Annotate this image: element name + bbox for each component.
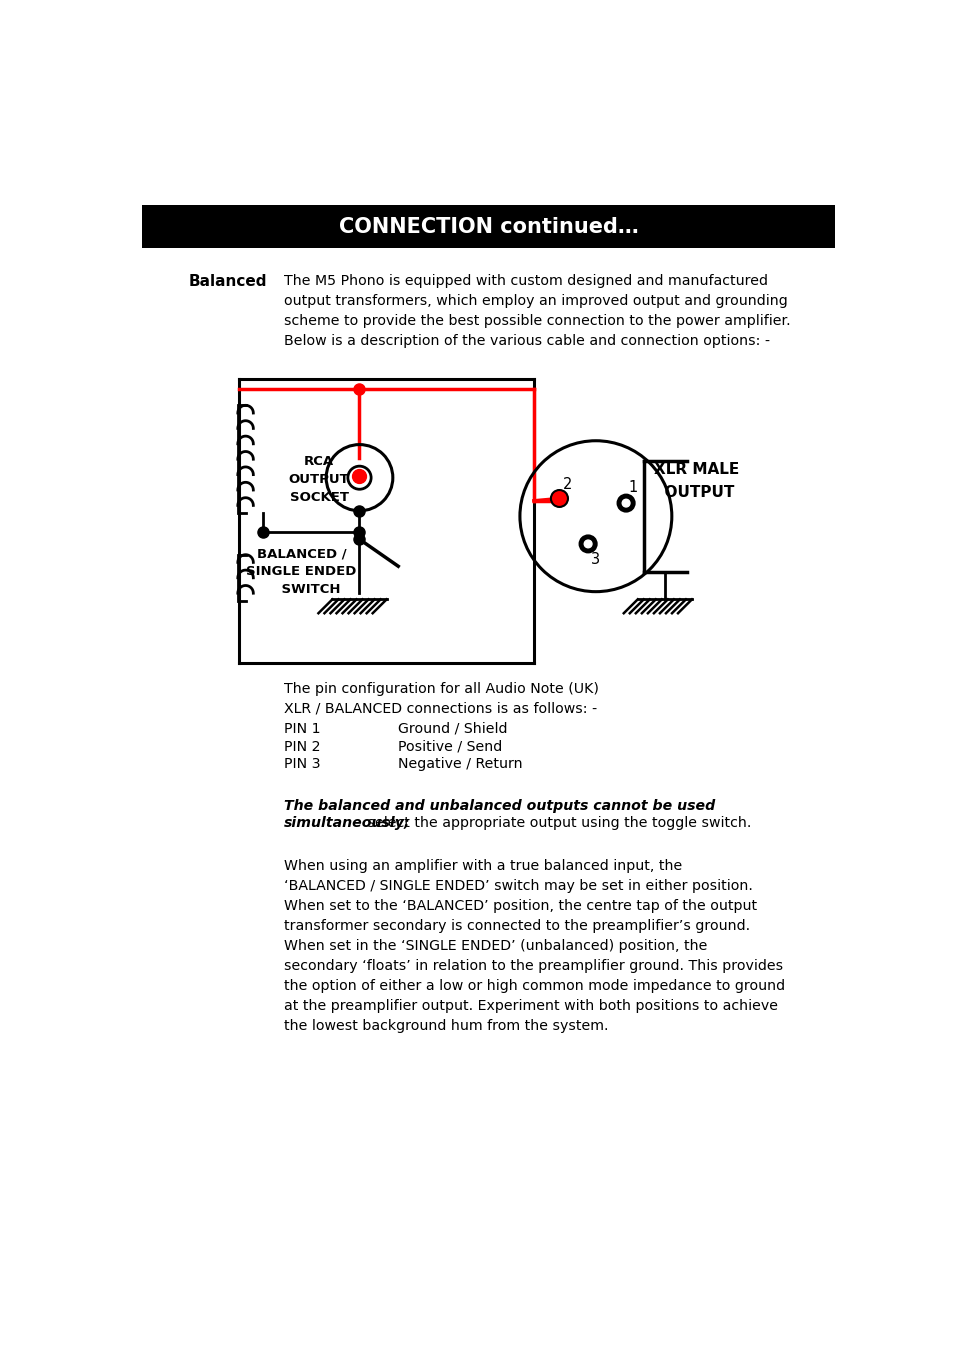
Circle shape [621, 500, 629, 508]
Text: PIN 2: PIN 2 [284, 740, 320, 753]
Text: BALANCED /
SINGLE ENDED
    SWITCH: BALANCED / SINGLE ENDED SWITCH [246, 547, 356, 595]
Circle shape [617, 494, 634, 512]
Text: When using an amplifier with a true balanced input, the
‘BALANCED / SINGLE ENDED: When using an amplifier with a true bala… [284, 859, 784, 1033]
Text: PIN 1: PIN 1 [284, 722, 320, 736]
Text: The pin configuration for all Audio Note (UK)
XLR / BALANCED connections is as f: The pin configuration for all Audio Note… [284, 682, 598, 716]
Bar [142, 205, 835, 248]
Text: 3: 3 [590, 552, 598, 567]
Text: simultaneously;: simultaneously; [284, 815, 411, 830]
Text: Ground / Shield: Ground / Shield [397, 722, 507, 736]
Text: RCA
OUTPUT
SOCKET: RCA OUTPUT SOCKET [289, 455, 349, 504]
Circle shape [550, 490, 567, 508]
Text: Balanced: Balanced [189, 274, 267, 289]
Text: Positive / Send: Positive / Send [397, 740, 502, 753]
Text: 2: 2 [562, 477, 572, 493]
Text: PIN 3: PIN 3 [284, 757, 320, 771]
Circle shape [583, 540, 592, 548]
Text: select the appropriate output using the toggle switch.: select the appropriate output using the … [363, 815, 751, 830]
Text: The balanced and unbalanced outputs cannot be used: The balanced and unbalanced outputs cann… [284, 799, 715, 813]
Text: 1: 1 [628, 481, 637, 495]
Text: Negative / Return: Negative / Return [397, 757, 522, 771]
Text: The M5 Phono is equipped with custom designed and manufactured
output transforme: The M5 Phono is equipped with custom des… [284, 274, 790, 348]
Circle shape [579, 536, 596, 552]
Text: CONNECTION continued…: CONNECTION continued… [338, 217, 639, 236]
Text: XLR MALE
  OUTPUT: XLR MALE OUTPUT [654, 462, 739, 500]
